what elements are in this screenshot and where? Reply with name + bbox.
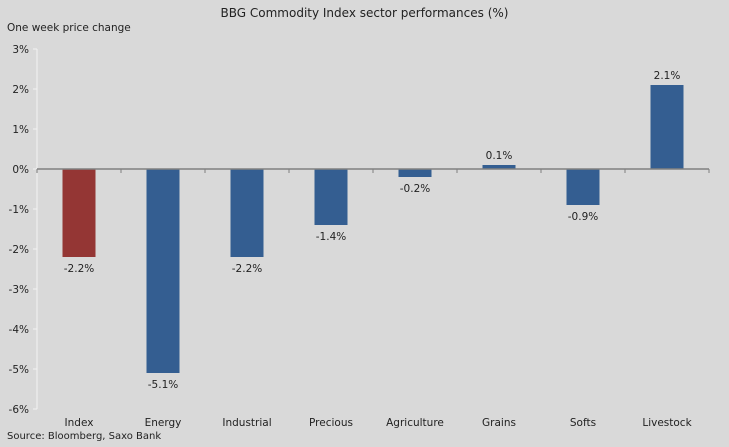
x-tick-label: Livestock [642, 417, 692, 429]
y-tick-label: 2% [12, 84, 29, 96]
x-tick-label: Energy [145, 417, 182, 429]
y-tick-label: 3% [12, 44, 29, 56]
bar-grains [482, 165, 516, 169]
y-axis: 3% 2% 1% 0% -1% -2% -3% -4% -5% -6% [9, 44, 38, 416]
x-tick-label: Grains [482, 417, 516, 429]
x-tick-label: Industrial [222, 417, 271, 429]
y-axis-title: One week price change [7, 22, 131, 34]
x-axis [36, 168, 710, 173]
bar-softs [566, 169, 600, 205]
y-tick-label: -2% [9, 244, 29, 256]
bar-energy [146, 169, 180, 373]
y-tick-label: -4% [9, 324, 29, 336]
bars [62, 85, 684, 373]
category-labels: Index Energy Industrial Precious Agriculture… [65, 417, 693, 429]
y-tick-label: -5% [9, 364, 29, 376]
y-tick-label: 0% [12, 164, 29, 176]
bar-industrial [230, 169, 264, 257]
y-tick-label: -1% [9, 204, 29, 216]
data-label: -5.1% [148, 379, 178, 391]
bar-index [62, 169, 96, 257]
y-tick-label: 1% [12, 124, 29, 136]
source-note: Source: Bloomberg, Saxo Bank [7, 431, 162, 442]
data-label: -0.2% [400, 183, 430, 195]
x-tick-label: Precious [309, 417, 353, 429]
data-labels: -2.2% -5.1% -2.2% -1.4% -0.2% 0.1% -0.9% 2.1% [64, 70, 681, 391]
x-tick-label: Agriculture [386, 417, 444, 429]
bar-precious [314, 169, 348, 225]
data-label: 0.1% [486, 150, 513, 162]
data-label: -0.9% [568, 211, 598, 223]
data-label: -2.2% [64, 263, 94, 275]
x-tick-label: Index [65, 417, 94, 429]
bar-agriculture [398, 169, 432, 177]
data-label: -1.4% [316, 231, 346, 243]
x-tick-label: Softs [570, 417, 596, 429]
y-tick-label: -6% [9, 404, 29, 416]
data-label: 2.1% [654, 70, 681, 82]
y-tick-label: -3% [9, 284, 29, 296]
data-label: -2.2% [232, 263, 262, 275]
chart-title: BBG Commodity Index sector performances … [220, 6, 509, 20]
bar-livestock [650, 85, 684, 169]
